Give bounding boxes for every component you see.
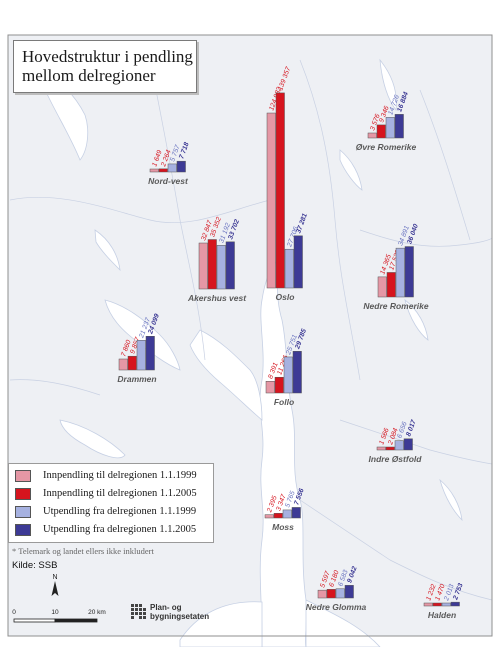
logo-text-line1: Plan- og: [150, 603, 182, 612]
bar: [282, 509, 292, 519]
bar: [158, 168, 168, 173]
map-frame: [7, 34, 493, 637]
logo-icon: [131, 604, 146, 619]
logo-text-line2: bygningsetaten: [150, 612, 210, 621]
region-name: Halden: [428, 610, 456, 620]
region-name: Drammen: [117, 374, 156, 384]
region-name: Nedre Romerike: [363, 301, 428, 311]
bar: [394, 114, 404, 139]
bar: [450, 601, 460, 607]
legend-swatch: [15, 506, 31, 518]
region-name: Follo: [274, 397, 294, 407]
bar: [216, 245, 226, 290]
bar: [385, 117, 395, 139]
bar: [149, 168, 159, 173]
bar: [127, 355, 137, 371]
source-label: Kilde: SSB: [12, 560, 58, 571]
bar: [404, 246, 414, 298]
bar: [275, 92, 285, 289]
bar: [225, 241, 235, 290]
bar: [385, 446, 395, 451]
map-title-line1: Hovedstruktur i pendling: [22, 47, 193, 66]
scale-bar: 0 10 20 km: [12, 609, 106, 623]
bar: [284, 248, 294, 289]
bar: [432, 602, 442, 607]
region-name: Akershus vest: [187, 293, 247, 303]
legend-swatch: [15, 470, 31, 482]
bar: [335, 588, 345, 599]
region-name: Indre Østfold: [369, 454, 423, 464]
title-box: Hovedstruktur i pendling mellom delregio…: [13, 40, 197, 93]
bar: [326, 589, 336, 599]
footnote: * Telemark og landet ellers ikke inklude…: [12, 546, 154, 556]
bar: [376, 124, 386, 139]
bar: [423, 602, 433, 607]
bar: [207, 239, 217, 290]
legend-swatch: [15, 488, 31, 500]
region-name: Nord-vest: [148, 176, 189, 186]
bar: [136, 340, 146, 371]
bar: [283, 356, 293, 394]
water-bodies: [39, 58, 463, 647]
scale-label-10: 10: [51, 609, 59, 616]
bar: [292, 351, 302, 394]
bar: [367, 132, 377, 139]
bar: [386, 272, 396, 298]
legend-label: Innpendling til delregionen 1.1.2005: [43, 488, 197, 499]
bar: [394, 440, 404, 451]
bar: [291, 507, 301, 519]
bar: [176, 160, 186, 173]
bar: [266, 112, 276, 289]
map-title-line2: mellom delregioner: [22, 66, 156, 85]
north-label: N: [52, 574, 57, 581]
region-name: Oslo: [276, 292, 295, 302]
region-name: Nedre Glomma: [306, 602, 367, 612]
bar: [344, 585, 354, 599]
legend-label: Innpendling til delregionen 1.1.1999: [43, 470, 197, 481]
legend-label: Utpendling fra delregionen 1.1.1999: [43, 506, 197, 517]
legend: Innpendling til delregionen 1.1.1999 Inn…: [8, 463, 214, 543]
north-arrow-icon: [51, 581, 59, 596]
bar: [118, 358, 128, 371]
bar: [274, 376, 284, 394]
region-name: Moss: [272, 522, 294, 532]
bar: [145, 336, 155, 371]
bar: [395, 247, 405, 298]
bar: [273, 513, 283, 519]
north-arrow: N: [51, 574, 59, 596]
bar: [198, 242, 208, 290]
legend-swatch: [15, 524, 31, 536]
legend-label: Utpendling fra delregionen 1.1.2005: [43, 524, 197, 535]
bar: [264, 514, 274, 519]
scale-label-0: 0: [12, 609, 16, 616]
bar: [403, 438, 413, 451]
bar: [293, 235, 303, 289]
bar: [167, 163, 177, 173]
region-name: Øvre Romerike: [356, 142, 417, 152]
bar: [441, 602, 451, 607]
municipal-borders: [9, 59, 493, 601]
bar: [376, 446, 386, 451]
scale-label-20: 20 km: [88, 609, 106, 616]
bar: [377, 276, 387, 298]
bar: [317, 589, 327, 599]
bar: [265, 381, 275, 394]
